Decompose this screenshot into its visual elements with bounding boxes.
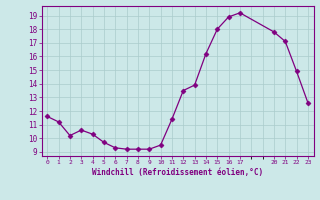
X-axis label: Windchill (Refroidissement éolien,°C): Windchill (Refroidissement éolien,°C) [92, 168, 263, 177]
